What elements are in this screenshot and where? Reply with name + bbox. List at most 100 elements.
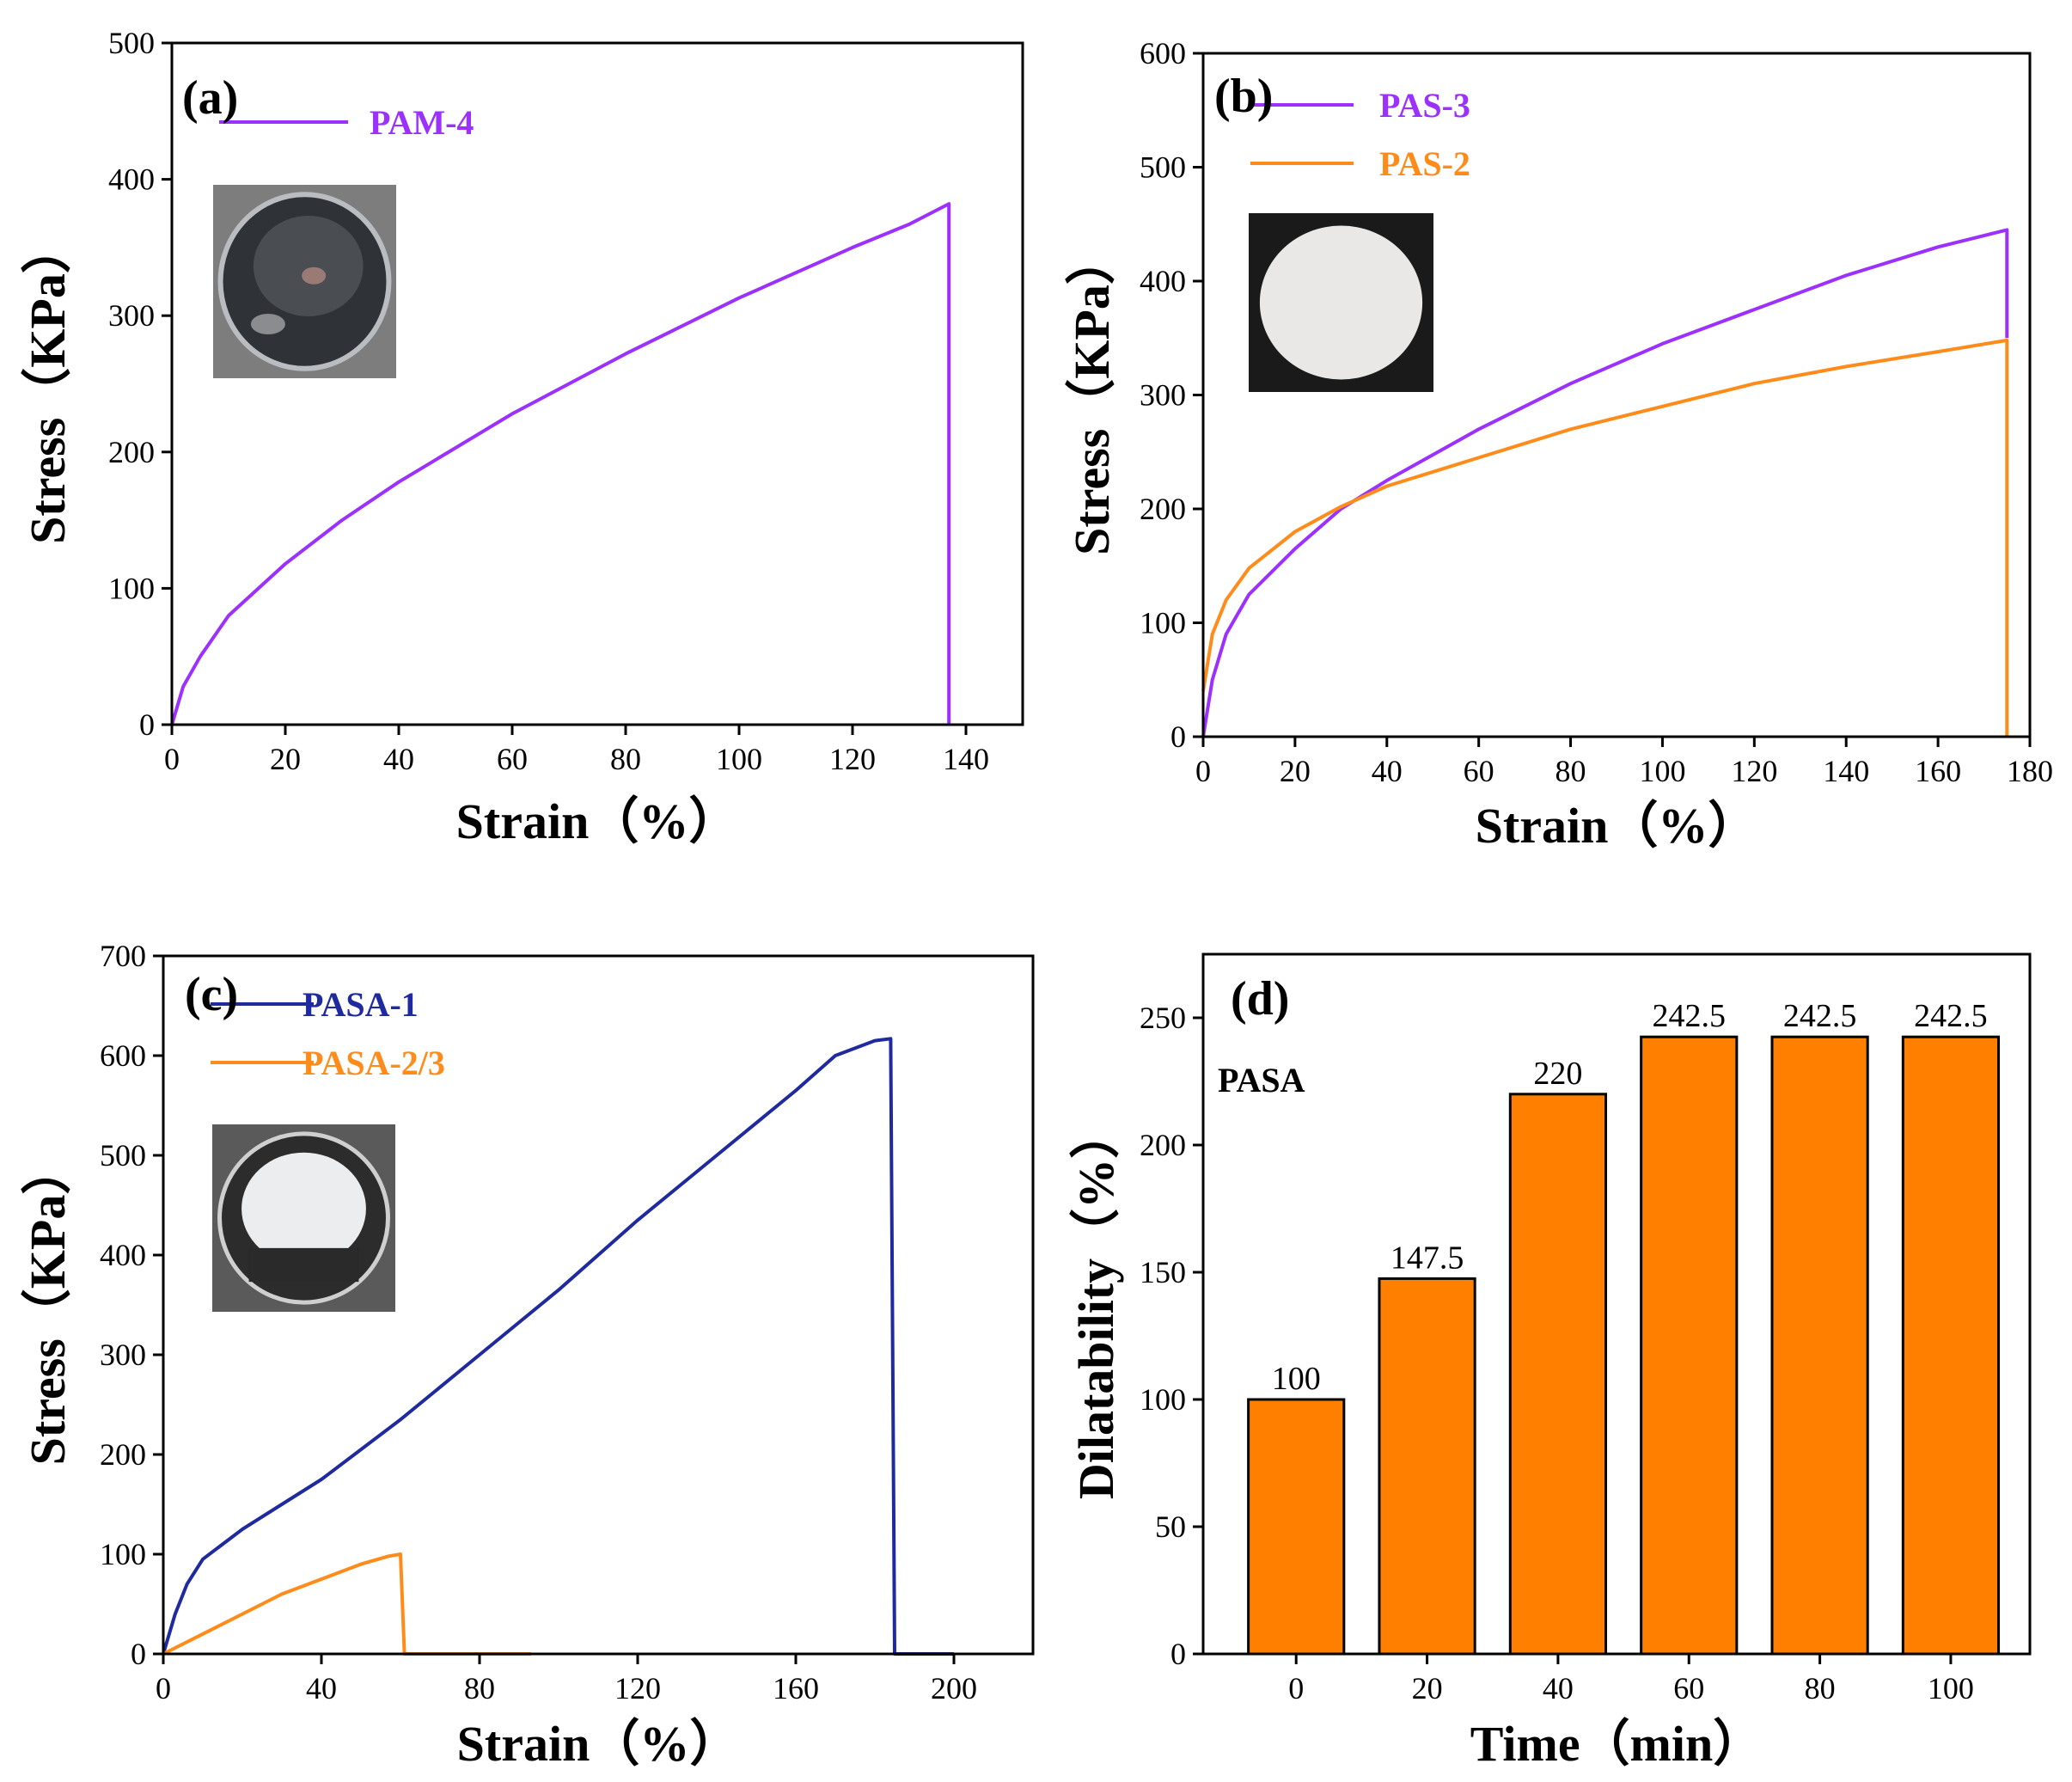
bar-value-label: 242.5 — [1653, 998, 1727, 1034]
bar — [1770, 1035, 1869, 1656]
x-tick-label: 180 — [2007, 754, 2053, 788]
y-tick-label: 0 — [1170, 1637, 1186, 1671]
x-tick-label: 20 — [1412, 1671, 1443, 1705]
x-tick-label: 20 — [1280, 754, 1311, 788]
y-tick-label: 50 — [1155, 1509, 1186, 1544]
x-tick-label: 0 — [1195, 754, 1211, 788]
x-tick-label: 120 — [614, 1671, 661, 1705]
inset-photo — [212, 1124, 395, 1312]
y-tick-label: 200 — [100, 1437, 146, 1472]
y-tick-label: 200 — [1140, 1128, 1186, 1162]
series-line — [170, 202, 951, 726]
x-tick-label: 40 — [306, 1671, 337, 1705]
x-tick-label: 200 — [931, 1671, 977, 1705]
series-line — [162, 1037, 954, 1656]
legend-label: PAS-3 — [1379, 86, 1470, 125]
y-tick-label: 300 — [100, 1338, 146, 1372]
panel-2: PASA-1 PASA-2/3 0 40 80 120 160 200 0 100 200 300 40… — [20, 939, 1035, 1772]
x-tick-label: 60 — [1464, 754, 1494, 788]
legend-label: PASA-1 — [303, 985, 419, 1024]
inset-spot — [302, 266, 327, 285]
y-tick-label: 600 — [1140, 36, 1186, 70]
x-tick-label: 0 — [156, 1671, 171, 1705]
panel-3: 100 0 147.5 20 220 40 242.5 60 242.5 80 242.5 100 0 5… — [1068, 952, 2032, 1772]
bar-value-label: 242.5 — [1914, 998, 1988, 1034]
panel-label: (a) — [182, 71, 238, 125]
y-tick-label: 500 — [108, 26, 155, 60]
series-line — [162, 1552, 531, 1656]
x-axis-title: Strain（%） — [1476, 798, 1758, 854]
y-tick-label: 300 — [108, 298, 155, 333]
bar — [1378, 1277, 1476, 1656]
panel-1: PAS-3 PAS-2 0 20 40 60 80 100 120 140 160 180 0 100 20… — [1064, 36, 2053, 854]
bar-value-label: 242.5 — [1783, 998, 1857, 1034]
legend-label: PAM-4 — [370, 103, 474, 142]
y-tick-label: 700 — [100, 939, 146, 973]
plot-frame — [1201, 52, 2032, 738]
x-axis-title: Strain（%） — [457, 1716, 740, 1772]
plot-frame — [170, 41, 1024, 726]
y-tick-label: 0 — [131, 1637, 146, 1671]
y-tick-label: 0 — [1170, 720, 1186, 754]
y-axis-title: Stress（KPa） — [20, 1145, 76, 1466]
x-axis-title: Strain（%） — [456, 793, 739, 849]
bar — [1640, 1035, 1739, 1656]
inset-gel — [253, 216, 364, 316]
x-tick-label: 160 — [773, 1671, 819, 1705]
y-tick-label: 400 — [108, 162, 155, 197]
y-tick-label: 100 — [1140, 1382, 1186, 1417]
bar — [1901, 1035, 2001, 1656]
panel-0: PAM-4 0 20 40 60 80 100 120 140 0 100 200 300 400 500 (… — [20, 26, 1024, 849]
inset-shadow — [248, 1247, 359, 1283]
x-tick-label: 60 — [1673, 1671, 1704, 1705]
legend-label: PAS-2 — [1379, 144, 1470, 183]
y-tick-label: 500 — [100, 1138, 146, 1173]
y-tick-label: 250 — [1140, 1001, 1186, 1035]
inset-photo — [213, 185, 396, 378]
inset-spot — [250, 314, 285, 334]
inset-disc — [1259, 225, 1423, 380]
x-tick-label: 40 — [383, 742, 414, 776]
x-tick-label: 120 — [829, 742, 876, 776]
bar-value-label: 100 — [1272, 1361, 1321, 1397]
bar-value-label: 147.5 — [1391, 1240, 1464, 1276]
x-tick-label: 80 — [464, 1671, 495, 1705]
x-tick-label: 0 — [1288, 1671, 1304, 1705]
legend-label: PASA-2/3 — [303, 1044, 445, 1082]
x-axis-title: Time（min） — [1470, 1716, 1763, 1772]
bar — [1508, 1093, 1608, 1656]
y-axis-title: Stress（KPa） — [20, 224, 76, 544]
x-tick-label: 100 — [1928, 1671, 1974, 1705]
x-tick-label: 40 — [1543, 1671, 1574, 1705]
x-tick-label: 20 — [270, 742, 301, 776]
panel-label: (c) — [185, 968, 238, 1021]
bar-value-label: 220 — [1533, 1056, 1582, 1092]
y-axis-title: Stress（KPa） — [1064, 235, 1120, 555]
x-tick-label: 80 — [610, 742, 641, 776]
x-tick-label: 140 — [1823, 754, 1869, 788]
series-line — [1201, 228, 2009, 738]
y-tick-label: 100 — [1140, 606, 1186, 640]
x-tick-label: 80 — [1556, 754, 1586, 788]
y-tick-label: 400 — [1140, 264, 1186, 298]
x-tick-label: 100 — [716, 742, 762, 776]
y-tick-label: 500 — [1140, 150, 1186, 185]
y-axis-title: Dilatability（%） — [1068, 1109, 1124, 1499]
x-tick-label: 0 — [164, 742, 180, 776]
panel-label: (d) — [1231, 972, 1289, 1026]
x-tick-label: 100 — [1639, 754, 1685, 788]
panel-label: (b) — [1214, 70, 1273, 123]
plot-frame — [1201, 952, 2032, 1656]
y-tick-label: 200 — [108, 435, 155, 469]
series-line — [1201, 338, 2009, 737]
y-tick-label: 150 — [1140, 1255, 1186, 1289]
x-tick-label: 160 — [1915, 754, 1961, 788]
inset-photo — [1249, 213, 1433, 392]
y-tick-label: 400 — [100, 1238, 146, 1272]
x-tick-label: 120 — [1731, 754, 1777, 788]
y-tick-label: 600 — [100, 1038, 146, 1073]
x-tick-label: 60 — [497, 742, 528, 776]
plot-frame — [162, 954, 1035, 1656]
bar — [1247, 1398, 1346, 1656]
